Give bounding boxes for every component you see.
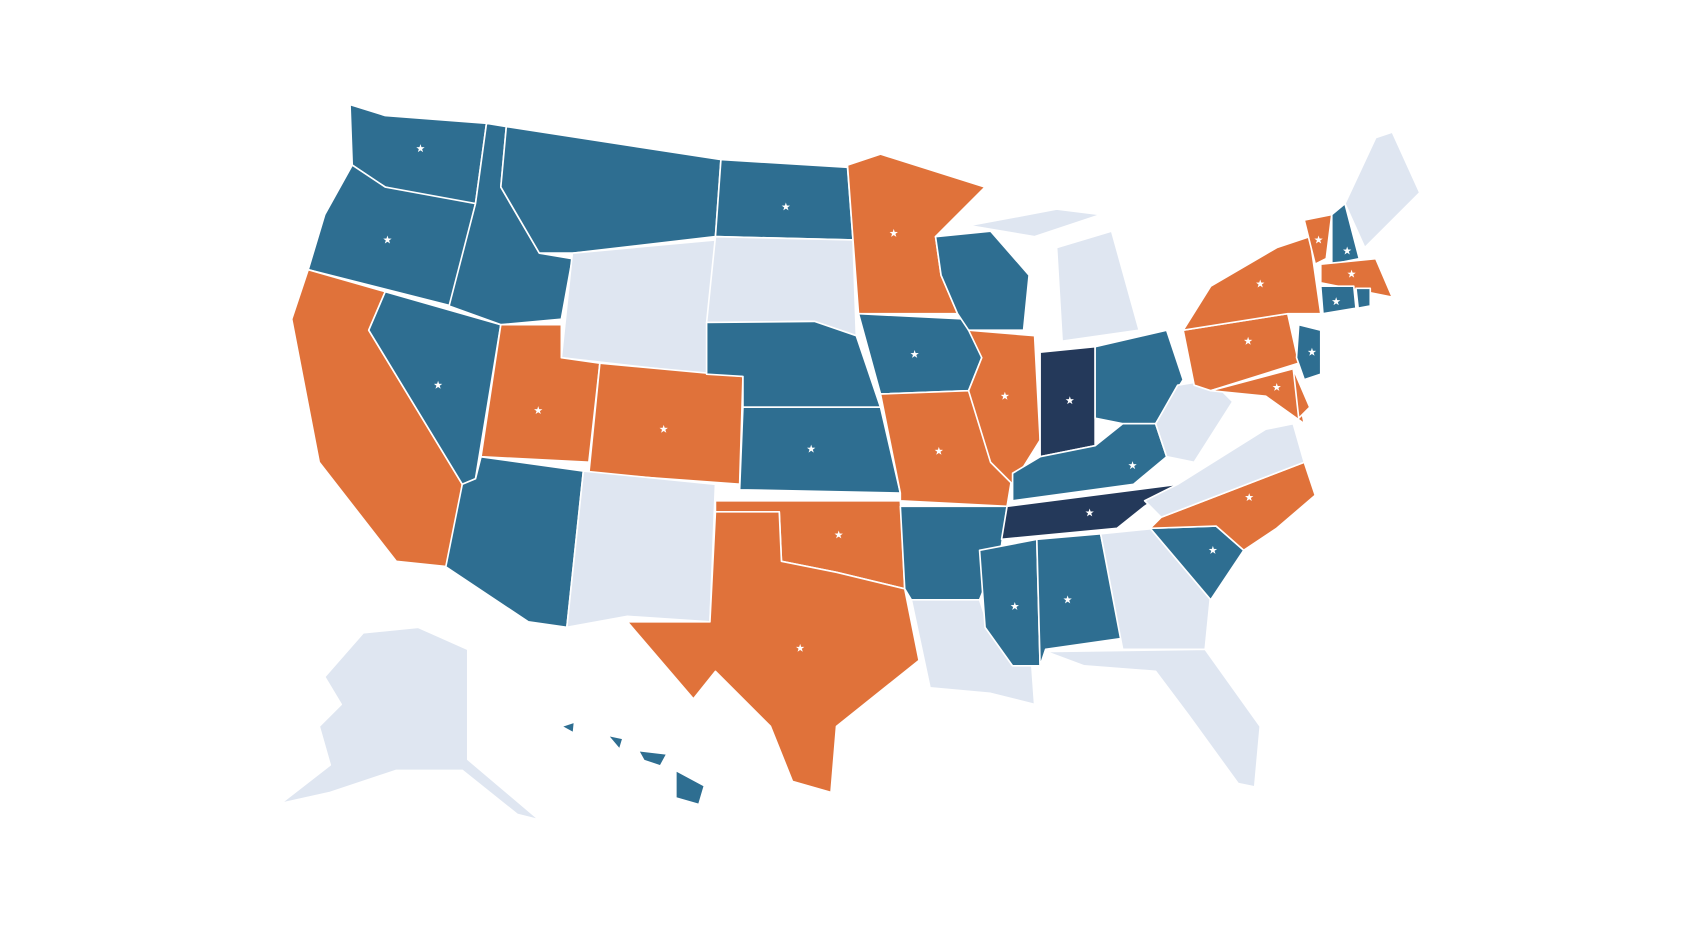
star — [1243, 336, 1253, 345]
star — [1063, 595, 1072, 604]
state — [1292, 367, 1311, 420]
island — [560, 721, 576, 734]
state — [499, 125, 722, 254]
state — [588, 362, 744, 486]
state — [1154, 378, 1234, 464]
star — [1314, 235, 1323, 244]
state — [1209, 367, 1306, 425]
star — [1085, 508, 1094, 517]
star — [806, 444, 816, 453]
star — [1010, 602, 1019, 610]
state — [1039, 345, 1096, 458]
state — [560, 239, 717, 376]
star — [1256, 279, 1265, 288]
state — [444, 455, 585, 629]
star — [1065, 396, 1074, 405]
star — [889, 228, 898, 237]
state — [1035, 532, 1124, 667]
state — [1182, 235, 1322, 332]
state — [1344, 131, 1421, 249]
star — [534, 406, 543, 415]
state — [1330, 202, 1361, 265]
state — [1143, 422, 1306, 519]
state — [705, 235, 858, 337]
state — [857, 312, 983, 395]
state — [934, 230, 1030, 332]
star — [781, 202, 791, 211]
star — [433, 380, 443, 389]
state — [1319, 285, 1357, 315]
star — [1342, 246, 1352, 255]
star — [934, 446, 944, 455]
star — [1000, 391, 1010, 400]
island — [637, 749, 668, 767]
star — [1245, 493, 1254, 501]
state — [1295, 323, 1322, 381]
state — [1355, 287, 1372, 309]
state — [1055, 230, 1140, 343]
island — [606, 734, 624, 751]
state — [1044, 648, 1262, 788]
star — [910, 349, 919, 358]
state — [1319, 257, 1394, 298]
star — [1331, 297, 1341, 306]
star — [659, 424, 668, 433]
state — [978, 538, 1041, 667]
star — [1307, 347, 1317, 356]
star — [416, 144, 425, 153]
state — [714, 158, 854, 241]
star — [795, 643, 805, 652]
state — [967, 329, 1041, 486]
state — [1149, 461, 1317, 552]
star — [834, 530, 843, 539]
state — [626, 510, 920, 794]
star — [1208, 545, 1218, 554]
state — [279, 626, 541, 821]
star — [1347, 269, 1356, 278]
state — [1099, 527, 1212, 651]
star — [1272, 383, 1281, 391]
island — [674, 769, 706, 806]
star — [383, 235, 392, 244]
state — [967, 208, 1102, 238]
state — [738, 406, 902, 494]
state — [566, 470, 717, 629]
star — [1128, 461, 1137, 470]
